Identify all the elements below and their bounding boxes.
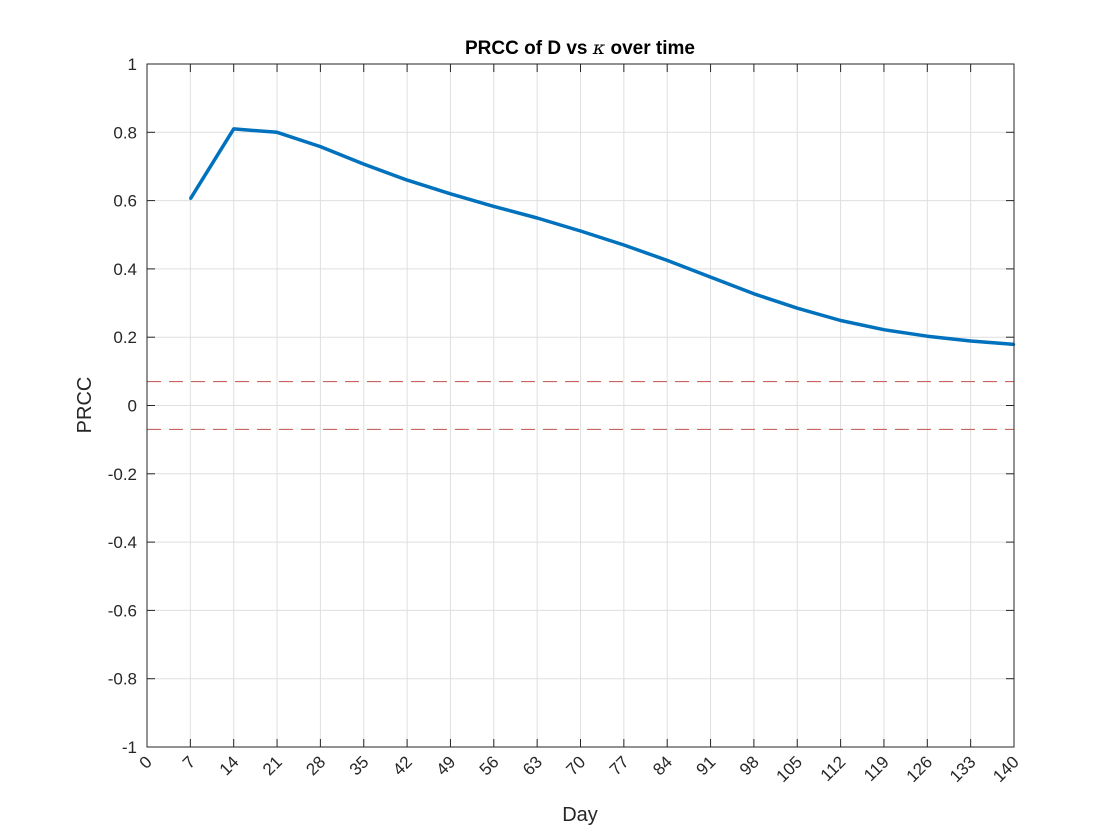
data-point <box>709 275 712 279</box>
y-tick-label: 0.8 <box>113 123 137 142</box>
data-point <box>319 145 322 148</box>
data-point <box>666 259 669 262</box>
chart-title: PRCC of D vs κ over time <box>465 37 695 59</box>
data-point <box>232 127 235 131</box>
y-tick-label: 0 <box>128 397 137 416</box>
data-point <box>189 197 192 201</box>
y-tick-label: -0.2 <box>108 465 137 484</box>
data-point <box>796 306 799 310</box>
data-point <box>622 243 626 247</box>
data-point <box>535 216 539 220</box>
y-tick-label: -1 <box>122 738 137 757</box>
y-tick-label: 0.4 <box>113 260 137 279</box>
x-axis-label: Day <box>562 804 598 826</box>
data-point <box>275 131 279 134</box>
data-point <box>492 205 495 208</box>
y-tick-label: 0.6 <box>113 192 137 211</box>
data-point <box>969 339 972 343</box>
y-tick-label: -0.6 <box>108 601 137 620</box>
y-tick-label: -0.4 <box>108 533 137 552</box>
grid-lines <box>146 63 1015 748</box>
reference-lines <box>147 381 1014 430</box>
data-point <box>752 292 756 296</box>
data-point <box>405 178 409 182</box>
data-point <box>839 319 842 322</box>
series-line <box>188 127 1015 347</box>
data-series <box>188 127 1016 347</box>
data-point <box>449 192 452 195</box>
y-tick-label: 0.2 <box>113 328 137 347</box>
data-point <box>579 229 582 233</box>
y-axis-label: PRCC <box>74 377 96 434</box>
data-point <box>926 334 929 338</box>
y-tick-label: -0.8 <box>108 670 137 689</box>
y-axis-ticks: -1 -0.8 -0.6 -0.4 -0.2 0 0.2 0.4 0.6 0.8 1 <box>108 55 1014 757</box>
data-point <box>362 162 365 166</box>
data-point <box>882 328 886 331</box>
y-tick-label: 1 <box>128 55 137 74</box>
